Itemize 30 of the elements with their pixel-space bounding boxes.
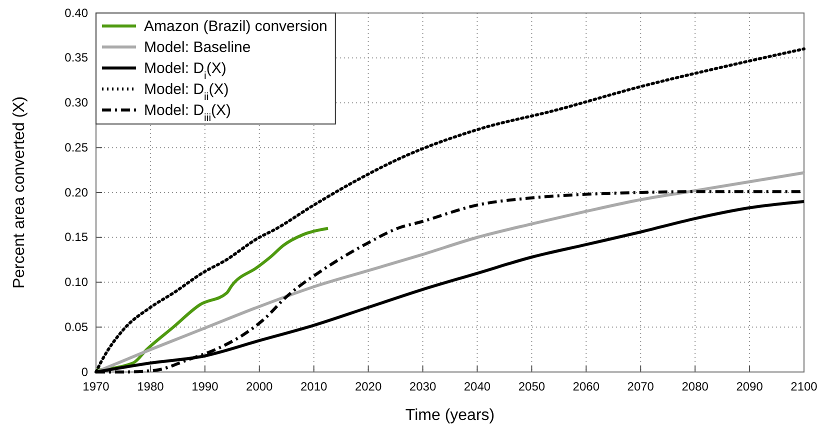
x-tick-label: 2020 [354,380,382,394]
y-tick-label: 0 [81,364,88,379]
x-tick-label: 2070 [627,380,654,394]
y-tick-label: 0.20 [64,185,88,200]
x-tick-label: 1980 [137,380,164,394]
x-tick-label: 1970 [82,380,110,394]
x-tick-label: 2040 [464,380,491,394]
x-tick-label: 1990 [192,380,219,394]
y-tick-label: 0.40 [64,6,88,20]
x-axis-title: Time (years) [405,407,495,424]
y-tick-label: 0.15 [64,230,88,244]
x-tick-label: 2080 [682,380,709,394]
x-tick-label: 2050 [518,380,546,394]
x-tick-label: 2030 [409,380,436,394]
y-tick-label: 0.35 [64,50,88,65]
legend-label: Amazon (Brazil) conversion [144,18,328,35]
x-tick-label: 2100 [790,380,818,394]
y-tick-label: 0.05 [64,320,88,334]
legend-label: Model: D$_{i}$(X) [144,60,226,82]
legend-label: Model: Baseline [144,39,251,56]
x-tick-label: 2000 [246,380,274,394]
x-tick-label: 2090 [736,380,764,394]
y-axis-title: Percent area converted (X) [11,96,28,289]
legend-label: Model: D$_{iii}$(X) [144,102,232,124]
x-tick-label: 2060 [572,380,600,394]
legend-label: Model: D$_{ii}$(X) [144,81,229,103]
x-tick-label: 2010 [300,380,328,394]
y-tick-label: 0.10 [64,275,88,290]
y-tick-label: 0.25 [64,140,88,154]
y-tick-label: 0.30 [64,96,88,110]
